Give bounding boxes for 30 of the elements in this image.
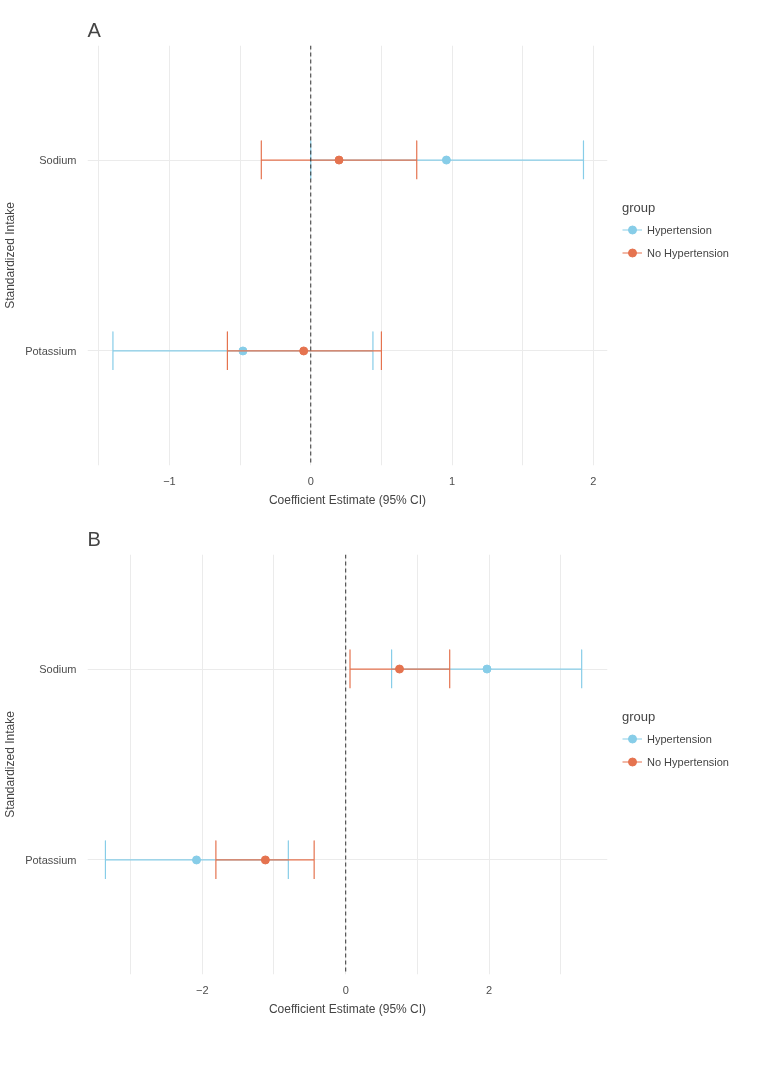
y-tick-label: Sodium: [39, 663, 77, 676]
x-tick-label: 0: [307, 474, 314, 487]
x-tick-label: 0: [342, 983, 349, 996]
point: [260, 855, 270, 865]
y-axis-title: Standardized Intake: [3, 710, 18, 818]
x-tick-label: 2: [590, 474, 597, 487]
y-axis-title: Standardized Intake: [3, 201, 18, 309]
x-axis-title: Coefficient Estimate (95% CI): [268, 492, 427, 507]
legend-title: group: [622, 199, 657, 214]
point: [299, 346, 309, 356]
legend-label: Hypertension: [647, 732, 712, 744]
chart-title: A: [87, 18, 102, 41]
point: [482, 664, 492, 674]
point: [441, 155, 451, 165]
legend-label: Hypertension: [647, 223, 712, 235]
point: [395, 664, 404, 674]
x-tick-label: −2: [195, 983, 209, 996]
point: [334, 155, 344, 165]
legend-title: group: [622, 708, 657, 723]
x-tick-label: 2: [486, 983, 493, 996]
x-axis-title: Coefficient Estimate (95% CI): [268, 1001, 427, 1016]
y-tick-label: Potassium: [25, 344, 77, 357]
point: [192, 855, 202, 865]
x-tick-label: 1: [449, 474, 456, 487]
y-tick-label: Potassium: [25, 853, 77, 866]
x-tick-label: −1: [163, 474, 176, 487]
y-tick-label: Sodium: [39, 154, 77, 167]
chart-title: B: [87, 527, 101, 550]
legend-label: No Hypertension: [647, 246, 729, 258]
legend-label: No Hypertension: [647, 755, 729, 767]
